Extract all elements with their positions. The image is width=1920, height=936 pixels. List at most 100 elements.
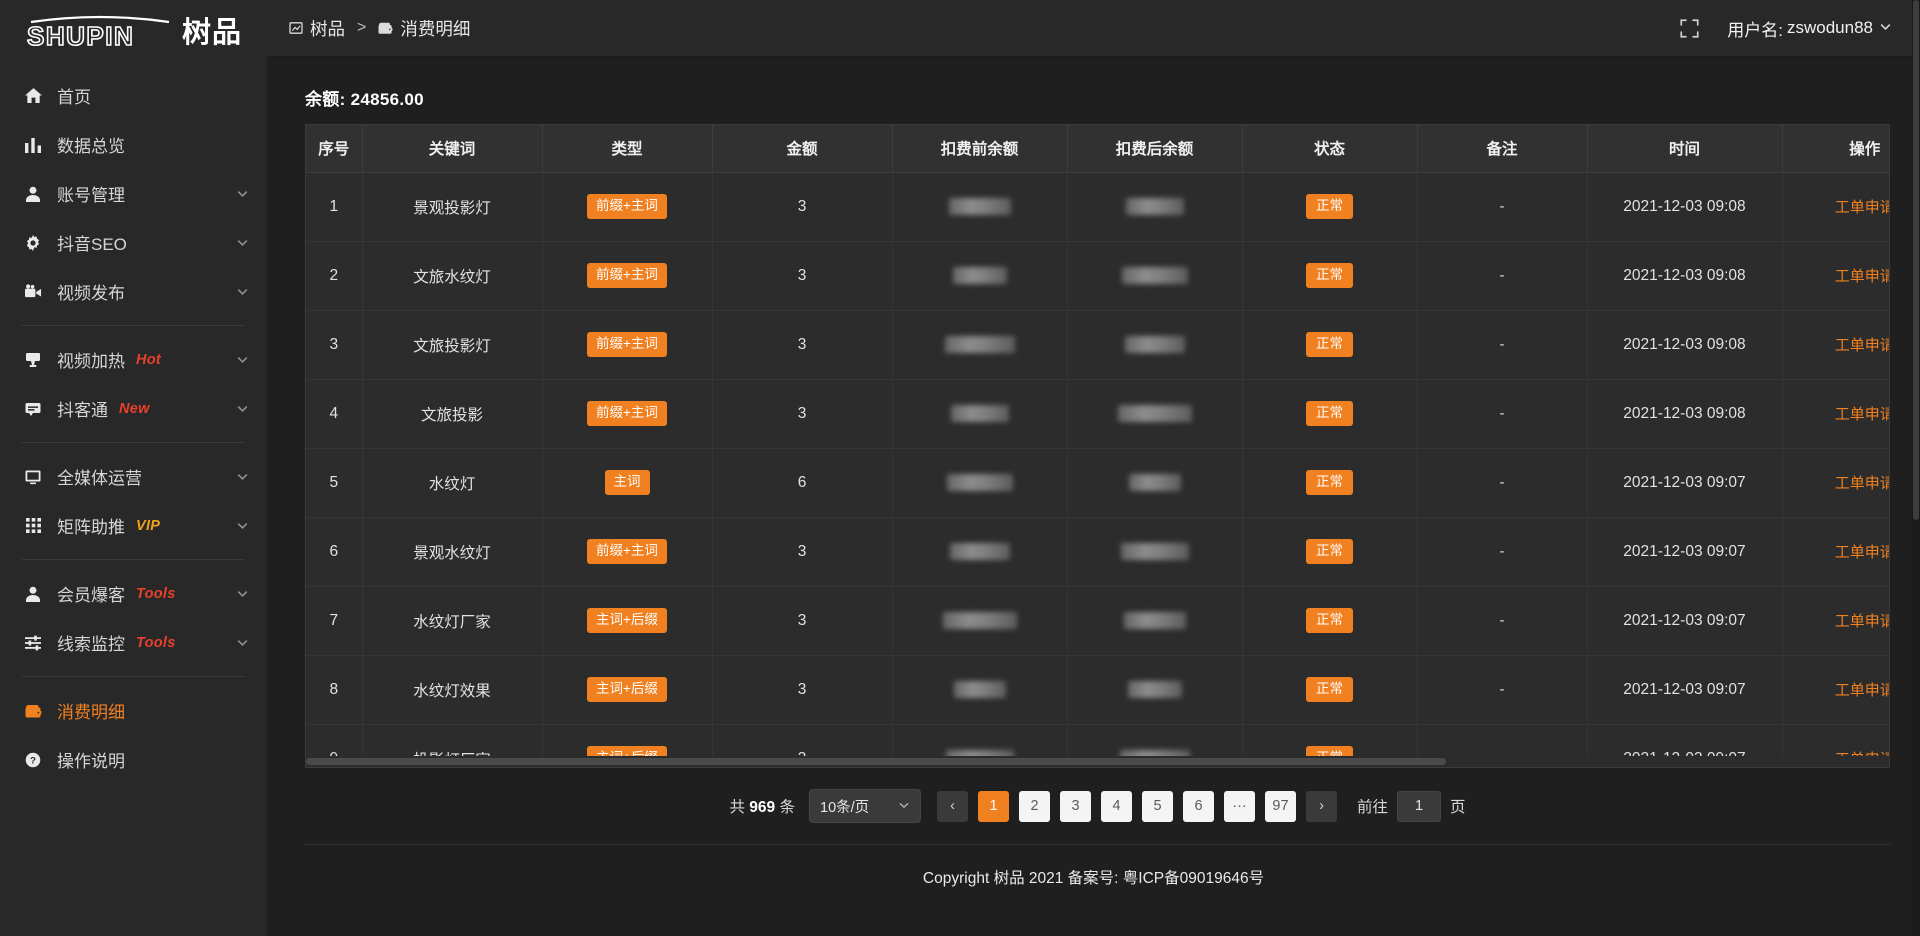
th-keyword[interactable]: 关键词 [362,125,543,173]
topbar-right: 用户名: zswodun88 [1680,16,1892,41]
th-time[interactable]: 时间 [1587,125,1783,173]
sidebar-badge-new: New [119,400,150,417]
pagination-page-1[interactable]: 1 [978,790,1009,822]
ticket-apply-link[interactable]: 工单申请 [1834,475,1890,492]
status-badge: 正常 [1306,332,1353,357]
user-label: 用户名: [1727,20,1783,40]
sidebar-item-lead-monitor[interactable]: 线索监控 Tools [0,618,267,667]
sidebar-item-video-boost[interactable]: 视频加热 Hot [0,335,267,384]
page-scrollbar[interactable] [1912,0,1920,936]
cell-remark: - [1417,172,1588,242]
pagination-prev-button[interactable]: ‹ [937,790,968,822]
th-index[interactable]: 序号 [306,125,363,173]
cell-balance-before [892,655,1068,725]
table-row[interactable]: 4 文旅投影 前缀+主词 3 正常 - 2021-12-03 09:08 工单申请 [306,379,1890,449]
cell-balance-before [892,517,1068,587]
redacted-value [1117,404,1192,422]
th-amount[interactable]: 金额 [712,125,893,173]
breadcrumb-separator: > [357,19,367,36]
pagination-ellipsis[interactable]: ··· [1224,790,1255,822]
breadcrumb-item-root[interactable]: 树品 [289,16,345,41]
brand-logo[interactable]: SHUPIN 树品 [0,0,267,57]
sidebar-item-douyin-seo[interactable]: 抖音SEO [0,218,267,267]
cell-remark: - [1417,379,1588,449]
remark-text: - [1499,335,1505,353]
jump-page-input[interactable] [1397,790,1442,822]
cell-balance-before [892,379,1068,449]
table-row[interactable]: 8 水纹灯效果 主词+后缀 3 正常 - 2021-12-03 09:07 工单申请 [306,655,1890,725]
remark-text: - [1499,197,1505,215]
sidebar-item-video-publish[interactable]: 视频发布 [0,267,267,316]
ticket-apply-link[interactable]: 工单申请 [1834,682,1890,699]
cell-keyword: 水纹灯厂家 [362,586,543,656]
redacted-value [1125,197,1184,215]
sidebar-item-matrix-boost[interactable]: 矩阵助推 VIP [0,501,267,550]
th-remark[interactable]: 备注 [1417,125,1588,173]
table-row[interactable]: 3 文旅投影灯 前缀+主词 3 正常 -2021-12-03 09:08 工单申请 [306,310,1890,380]
table-row[interactable]: 6 景观水纹灯 前缀+主词 3 正常 - 2021-12-03 09:07 工单申请 [306,517,1890,587]
pagination-page-last[interactable]: 97 [1265,790,1296,822]
sidebar-item-douketong[interactable]: 抖客通 New [0,384,267,433]
total-count: 969 [749,799,776,816]
cell-type: 主词+后缀 [542,655,713,725]
sidebar-item-account-management[interactable]: 账号管理 [0,169,267,218]
pagination-page-6[interactable]: 6 [1183,790,1214,822]
user-menu[interactable]: 用户名: zswodun88 [1727,16,1892,41]
chevron-down-icon [236,402,249,415]
sidebar-item-consumption-detail[interactable]: 消费明细 [0,686,267,735]
sidebar-divider [22,442,245,443]
ticket-apply-link[interactable]: 工单申请 [1834,268,1890,285]
table-row[interactable]: 7 水纹灯厂家 主词+后缀 3 正常 - 2021-12-03 09:07 工单申请 [306,586,1890,656]
table-row[interactable]: 2 文旅水纹灯 前缀+主词 3 正常 - 2021-12-03 09:08 工单申请 [306,241,1890,311]
breadcrumb: 树品 > 消费明细 [289,16,470,41]
ticket-apply-link[interactable]: 工单申请 [1834,406,1890,423]
redacted-value [948,197,1011,215]
ticket-apply-link[interactable]: 工单申请 [1834,337,1890,354]
cell-keyword: 水纹灯 [362,448,543,518]
fullscreen-icon[interactable] [1680,18,1699,38]
cell-amount: 3 [712,586,893,656]
chevron-down-icon [236,587,249,600]
pagination-page-2[interactable]: 2 [1019,790,1050,822]
chevron-down-icon [236,236,249,249]
user-solid-icon [22,586,44,602]
th-balance-before[interactable]: 扣费前余额 [892,125,1068,173]
th-type[interactable]: 类型 [542,125,713,173]
redacted-value [1121,266,1188,284]
scrollbar-thumb[interactable] [306,758,1446,765]
pagination-page-3[interactable]: 3 [1060,790,1091,822]
cell-balance-before [892,310,1068,380]
sidebar-item-member-boom[interactable]: 会员爆客 Tools [0,569,267,618]
ticket-apply-link[interactable]: 工单申请 [1834,613,1890,630]
sidebar-item-label: 矩阵助推 [57,518,125,537]
sidebar-item-instructions[interactable]: ? 操作说明 [0,735,267,784]
pagination-page-5[interactable]: 5 [1142,790,1173,822]
sidebar-item-data-overview[interactable]: 数据总览 [0,120,267,169]
pagination-next-button[interactable]: › [1306,790,1337,822]
cell-type: 主词 [542,448,713,518]
th-status[interactable]: 状态 [1242,125,1418,173]
type-tag: 前缀+主词 [587,539,667,564]
status-badge: 正常 [1306,539,1353,564]
th-balance-after[interactable]: 扣费后余额 [1067,125,1243,173]
chevron-down-icon [236,519,249,532]
th-action[interactable]: 操作 [1782,125,1889,173]
ticket-apply-link[interactable]: 工单申请 [1834,199,1890,216]
table-horizontal-scrollbar[interactable] [306,756,1889,767]
brand-name-cn: 树品 [181,16,242,49]
cell-type: 前缀+主词 [542,379,713,449]
breadcrumb-item-current[interactable]: 消费明细 [378,16,470,41]
ticket-apply-link[interactable]: 工单申请 [1834,544,1890,561]
sidebar-item-home[interactable]: 首页 [0,71,267,120]
page-scrollbar-thumb[interactable] [1913,0,1919,520]
table-row[interactable]: 5 水纹灯 主词 6 正常 - 2021-12-03 09:07 工单申请 [306,448,1890,518]
redacted-value [1124,335,1185,353]
type-tag: 主词+后缀 [587,677,667,702]
sidebar-item-omnimedia-ops[interactable]: 全媒体运营 [0,452,267,501]
megaphone-icon [22,352,44,368]
redacted-value [1127,680,1182,698]
pagination-page-4[interactable]: 4 [1101,790,1132,822]
table-row[interactable]: 1 景观投影灯 前缀+主词 3 正常 - 2021-12-03 09:08 工单申请 [306,172,1890,242]
svg-text:SHUPIN: SHUPIN [27,21,134,50]
page-size-select[interactable]: 10条/页 [809,789,921,823]
